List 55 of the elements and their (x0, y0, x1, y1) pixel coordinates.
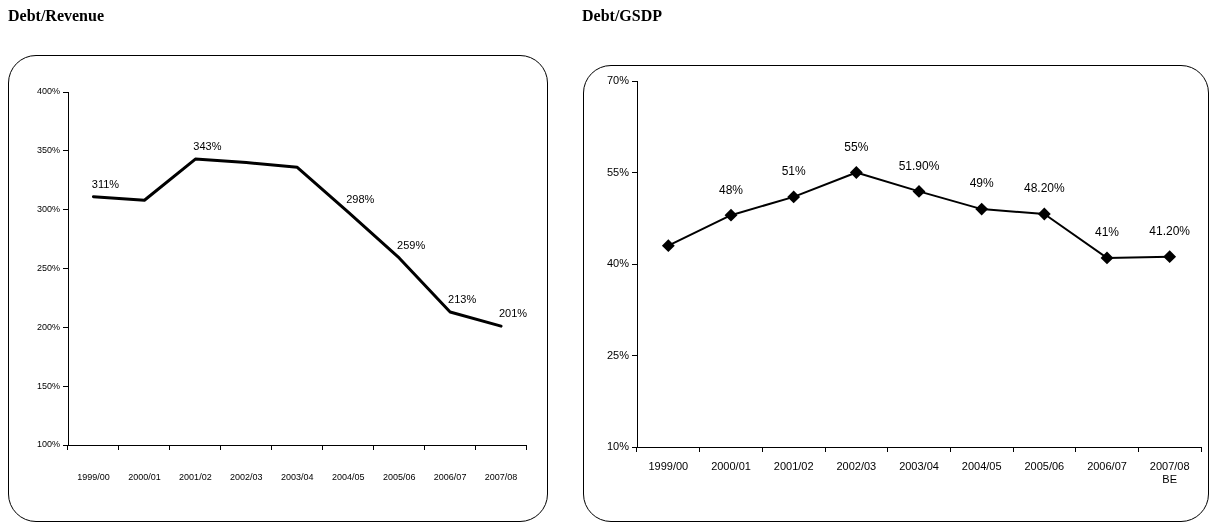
point (725, 209, 737, 222)
point (1101, 251, 1113, 264)
x-tick-label: 2003/04 (281, 471, 314, 482)
x-tick-label: 2007/08 (484, 471, 518, 482)
data-label: 48% (718, 182, 744, 197)
x-tick-label: 2006/07 (1087, 459, 1127, 472)
x-tick-label: 2003/04 (899, 459, 939, 472)
y-tick-label: 10% (606, 440, 630, 453)
x-tick-label: 2005/06 (1024, 459, 1065, 472)
x-tick-label: 2001/02 (179, 471, 212, 482)
x-tick-label: 2006/07 (433, 471, 467, 482)
data-label: 55% (844, 139, 869, 154)
point (787, 190, 800, 203)
x-tick-label: 1999/00 (77, 471, 110, 482)
x-tick-label: 2007/08 BE (1149, 459, 1190, 485)
data-label: 51.90% (898, 158, 940, 173)
y-tick-label: 55% (606, 165, 630, 178)
data-label: 311% (91, 177, 120, 190)
x-tick-label: 2002/03 (836, 459, 877, 472)
data-label: 41.20% (1149, 223, 1191, 238)
point (1163, 250, 1176, 263)
y-tick-label: 25% (606, 348, 630, 361)
y-tick-label: 100% (36, 439, 60, 450)
data-label: 259% (397, 238, 426, 251)
y-tick-label: 400% (36, 86, 60, 97)
x-tick-label: 2000/01 (711, 459, 751, 472)
chart-title: Debt/Revenue (8, 7, 104, 25)
x-tick-label: 2004/05 (961, 459, 1002, 472)
x-tick-label: 2004/05 (331, 471, 365, 482)
y-tick-label: 200% (36, 321, 60, 332)
x-tick-label: 1999/00 (648, 459, 689, 472)
y-tick-label: 150% (36, 380, 60, 391)
data-label: 48.20% (1023, 181, 1066, 196)
point (850, 166, 863, 179)
point (913, 185, 925, 198)
y-tick-label: 70% (606, 74, 630, 87)
point (662, 239, 675, 252)
y-tick-label: 40% (606, 257, 630, 270)
y-tick-label: 350% (36, 145, 60, 156)
y-tick-label: 300% (36, 204, 60, 215)
data-label: 41% (1094, 225, 1120, 240)
data-label: 298% (346, 193, 375, 206)
chart-title: Debt/GSDP (582, 7, 662, 25)
point (1038, 207, 1051, 220)
data-label: 201% (499, 307, 528, 320)
x-tick-label: 2001/02 (773, 459, 814, 472)
data-label: 49% (969, 176, 994, 191)
data-label: 343% (193, 140, 222, 153)
x-tick-label: 2002/03 (230, 471, 263, 482)
x-tick-label: 2005/06 (382, 471, 416, 482)
data-label: 51% (781, 164, 806, 179)
y-tick-label: 250% (36, 262, 60, 273)
point (975, 203, 988, 216)
data-label: 213% (448, 293, 477, 306)
x-tick-label: 2000/01 (128, 471, 161, 482)
